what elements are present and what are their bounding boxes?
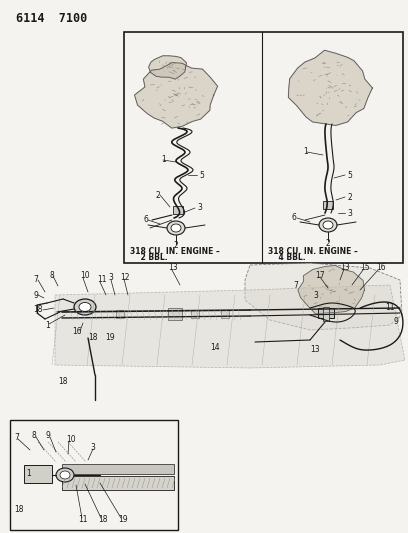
- Text: 11: 11: [385, 303, 395, 312]
- Text: 13: 13: [340, 262, 350, 271]
- Polygon shape: [149, 56, 186, 79]
- Text: 14: 14: [210, 343, 220, 352]
- Text: 16: 16: [376, 263, 386, 272]
- Text: 2: 2: [326, 239, 331, 248]
- Text: 8: 8: [50, 271, 55, 279]
- Text: 11: 11: [97, 276, 106, 285]
- Text: 4 BBL.: 4 BBL.: [268, 254, 306, 262]
- Text: 10: 10: [66, 435, 75, 445]
- Bar: [191, 310, 199, 318]
- Ellipse shape: [167, 221, 185, 235]
- Text: 3: 3: [197, 204, 202, 213]
- Bar: [221, 310, 229, 318]
- Text: 19: 19: [105, 334, 115, 343]
- Text: 7: 7: [33, 276, 38, 285]
- Text: 8: 8: [32, 432, 37, 440]
- Text: 11: 11: [78, 515, 87, 524]
- Text: 13: 13: [168, 263, 177, 272]
- Text: 318 CU. IN. ENGINE –: 318 CU. IN. ENGINE –: [268, 246, 358, 255]
- Text: 2: 2: [347, 192, 352, 201]
- Text: 3: 3: [90, 443, 95, 453]
- Text: 5: 5: [199, 171, 204, 180]
- Text: 7: 7: [14, 433, 19, 442]
- Text: 18: 18: [33, 305, 42, 314]
- Polygon shape: [135, 62, 217, 128]
- Bar: [24, 465, 52, 483]
- Bar: [116, 310, 124, 318]
- Bar: [124, 32, 403, 263]
- Ellipse shape: [60, 471, 70, 479]
- Text: 10: 10: [80, 271, 90, 280]
- Text: 6114  7100: 6114 7100: [16, 12, 87, 25]
- Polygon shape: [298, 265, 364, 314]
- Ellipse shape: [319, 218, 337, 232]
- Text: 318 CU. IN. ENGINE –: 318 CU. IN. ENGINE –: [130, 246, 220, 255]
- Text: 12: 12: [120, 272, 129, 281]
- Text: 9: 9: [33, 290, 38, 300]
- Text: 19: 19: [118, 515, 128, 524]
- Text: 13: 13: [310, 345, 319, 354]
- Bar: [323, 307, 329, 321]
- Text: 16: 16: [72, 327, 82, 336]
- Text: 7: 7: [293, 280, 298, 289]
- Ellipse shape: [171, 224, 181, 232]
- Bar: [10, 420, 178, 530]
- Text: 1: 1: [26, 470, 31, 479]
- Text: 9: 9: [393, 318, 398, 327]
- Text: 6: 6: [143, 215, 148, 224]
- Text: 18: 18: [98, 515, 107, 524]
- Text: 3: 3: [347, 208, 352, 217]
- Text: 18: 18: [88, 334, 98, 343]
- Text: 17: 17: [315, 271, 325, 279]
- Text: 15: 15: [360, 263, 370, 272]
- Bar: [318, 308, 334, 318]
- Bar: [173, 206, 183, 214]
- Text: 1: 1: [303, 148, 308, 157]
- Ellipse shape: [74, 299, 96, 315]
- Bar: [323, 201, 333, 209]
- Text: 1: 1: [161, 156, 166, 165]
- Bar: [62, 476, 174, 490]
- Text: 2: 2: [173, 241, 178, 251]
- Ellipse shape: [323, 221, 333, 229]
- Bar: [62, 464, 174, 474]
- Text: 9: 9: [46, 432, 51, 440]
- Text: 6: 6: [291, 214, 296, 222]
- Text: 1: 1: [45, 320, 50, 329]
- Polygon shape: [55, 285, 405, 368]
- Ellipse shape: [56, 468, 74, 482]
- Text: 3: 3: [313, 290, 318, 300]
- Text: 2: 2: [155, 190, 160, 199]
- Text: 18: 18: [14, 505, 24, 514]
- Polygon shape: [288, 50, 373, 125]
- Ellipse shape: [79, 303, 91, 311]
- Text: 3: 3: [108, 273, 113, 282]
- Bar: [168, 308, 182, 320]
- Text: 5: 5: [347, 171, 352, 180]
- Text: 2 BBL.: 2 BBL.: [130, 254, 168, 262]
- Text: 18: 18: [58, 377, 67, 386]
- Polygon shape: [245, 263, 402, 330]
